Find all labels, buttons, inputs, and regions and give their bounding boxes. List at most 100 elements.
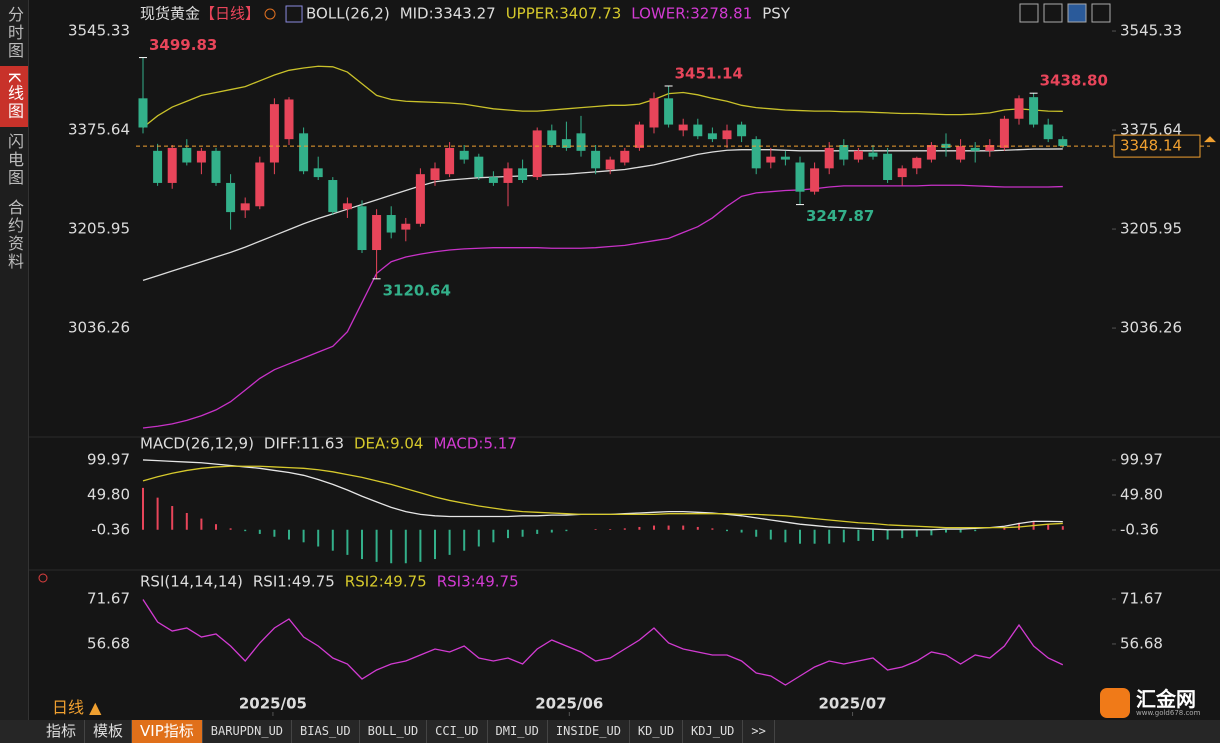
series-line xyxy=(142,459,1063,531)
legend-item: MACD:5.17 xyxy=(433,435,516,453)
legend-item: LOWER:3278.81 xyxy=(631,5,752,23)
side-tab[interactable]: 合约资料 xyxy=(5,198,24,271)
candle-body xyxy=(474,156,484,178)
candle-body xyxy=(853,150,863,160)
series-line xyxy=(142,599,1064,686)
candle-body xyxy=(591,150,601,169)
side-tab[interactable]: 分时图 xyxy=(5,6,24,60)
toolbar-tab[interactable]: BIAS_UD xyxy=(292,720,360,743)
candle-body xyxy=(532,130,542,178)
candle-body xyxy=(810,168,820,192)
side-tab[interactable]: K线图 xyxy=(0,66,28,127)
candle-body xyxy=(430,168,440,181)
legend-item: MID:3343.27 xyxy=(400,5,496,23)
candle-body xyxy=(664,98,674,125)
y-tick-label: 3205.95 xyxy=(68,220,130,238)
candle-body xyxy=(269,104,279,163)
y-tick-label: 3036.26 xyxy=(1120,319,1182,337)
candle-body xyxy=(576,133,586,151)
legend-item: MACD(26,12,9) xyxy=(140,435,254,453)
legend-item: RSI(14,14,14) xyxy=(140,573,243,591)
candle-body xyxy=(985,145,995,151)
toolbar-tab[interactable]: VIP指标 xyxy=(132,720,203,743)
annotation: 3247.87 xyxy=(806,207,874,225)
y-tick-label: -0.36 xyxy=(91,521,130,539)
indicator-icon[interactable] xyxy=(38,573,48,583)
add-icon xyxy=(264,8,276,20)
candle-body xyxy=(299,133,309,172)
annotation: 3499.83 xyxy=(149,36,217,54)
toolbar-tab[interactable]: DMI_UD xyxy=(488,720,548,743)
candle-body xyxy=(999,118,1009,148)
candle-body xyxy=(605,159,615,170)
candle-body xyxy=(722,130,732,140)
legend-item: DIFF:11.63 xyxy=(264,435,344,453)
candle-body xyxy=(751,139,761,169)
toolbar-tab[interactable]: 模板 xyxy=(85,720,133,743)
candle-body xyxy=(620,150,630,163)
candle-body xyxy=(138,98,148,128)
annotation: 3438.80 xyxy=(1040,72,1108,90)
candle-body xyxy=(357,206,367,251)
candle-body xyxy=(240,203,250,211)
annotation: 3451.14 xyxy=(675,64,743,82)
candle-body xyxy=(488,177,498,183)
candle-body xyxy=(386,215,396,233)
side-tab[interactable]: 闪电图 xyxy=(5,132,24,187)
candle-body xyxy=(561,139,571,148)
last-price-label: 3348.14 xyxy=(1120,137,1182,155)
candle-body xyxy=(226,182,236,213)
logo-url: www.gold678.com xyxy=(1136,709,1201,717)
candle-body xyxy=(693,124,703,137)
y-tick-label: -0.36 xyxy=(1120,521,1159,539)
window-icons[interactable] xyxy=(1019,3,1111,23)
logo-name: 汇金网 xyxy=(1136,687,1196,711)
candle-body xyxy=(839,145,849,160)
x-tick-label: 2025/05 xyxy=(239,695,307,713)
toolbar-tab[interactable]: KD_UD xyxy=(630,720,684,743)
toolbar-tab[interactable]: BARUPDN_UD xyxy=(203,720,293,743)
candle-body xyxy=(956,146,966,160)
candle-body xyxy=(1014,98,1024,119)
annotation: 3120.64 xyxy=(383,281,451,299)
toolbar: 指标 模板 VIP指标 BARUPDN_UD BIAS_UD BOLL_UD CCI_UD D… xyxy=(0,720,1220,743)
series-line xyxy=(142,65,1063,129)
chart-period: 【日线】 xyxy=(200,5,260,23)
series-line xyxy=(142,148,1063,281)
candle-body xyxy=(167,147,177,183)
series-line xyxy=(142,465,1063,529)
y-tick-label: 49.80 xyxy=(87,485,130,503)
candle-body xyxy=(737,124,747,137)
candle-body xyxy=(883,153,893,181)
y-tick-label: 3375.64 xyxy=(68,121,130,139)
sidebar: 分时图 K线图闪电图合约资料 xyxy=(0,0,29,720)
y-tick-label: 3545.33 xyxy=(68,22,130,40)
y-tick-label: 3375.64 xyxy=(1120,121,1182,139)
legend-item: UPPER:3407.73 xyxy=(506,5,622,23)
legend-item: RSI1:49.75 xyxy=(253,573,335,591)
candle-body xyxy=(766,156,776,163)
candle-body xyxy=(1058,139,1068,147)
boll-icon xyxy=(285,5,303,23)
x-tick-label: 2025/06 xyxy=(535,695,603,713)
candle-body xyxy=(795,162,805,192)
toolbar-tab[interactable]: INSIDE_UD xyxy=(548,720,630,743)
candle-body xyxy=(518,168,528,181)
toolbar-tab[interactable]: BOLL_UD xyxy=(360,720,428,743)
candle-body xyxy=(707,133,717,140)
legend-item: BOLL(26,2) xyxy=(306,5,390,23)
toolbar-tab[interactable]: CCI_UD xyxy=(427,720,488,743)
candle-body xyxy=(328,180,338,213)
toolbar-tab[interactable]: KDJ_UD xyxy=(683,720,744,743)
candle-body xyxy=(255,162,265,207)
candle-body xyxy=(415,174,425,224)
legend-item: PSY xyxy=(762,5,791,23)
y-tick-label: 71.67 xyxy=(87,589,130,607)
candle-body xyxy=(284,99,294,140)
period[interactable]: 日线 ▲ xyxy=(52,698,102,717)
y-tick-label: 71.67 xyxy=(1120,589,1163,607)
y-tick-label: 56.68 xyxy=(1120,634,1163,652)
toolbar-tab[interactable]: >> xyxy=(743,720,775,743)
toolbar-tab[interactable]: 指标 xyxy=(38,720,86,743)
